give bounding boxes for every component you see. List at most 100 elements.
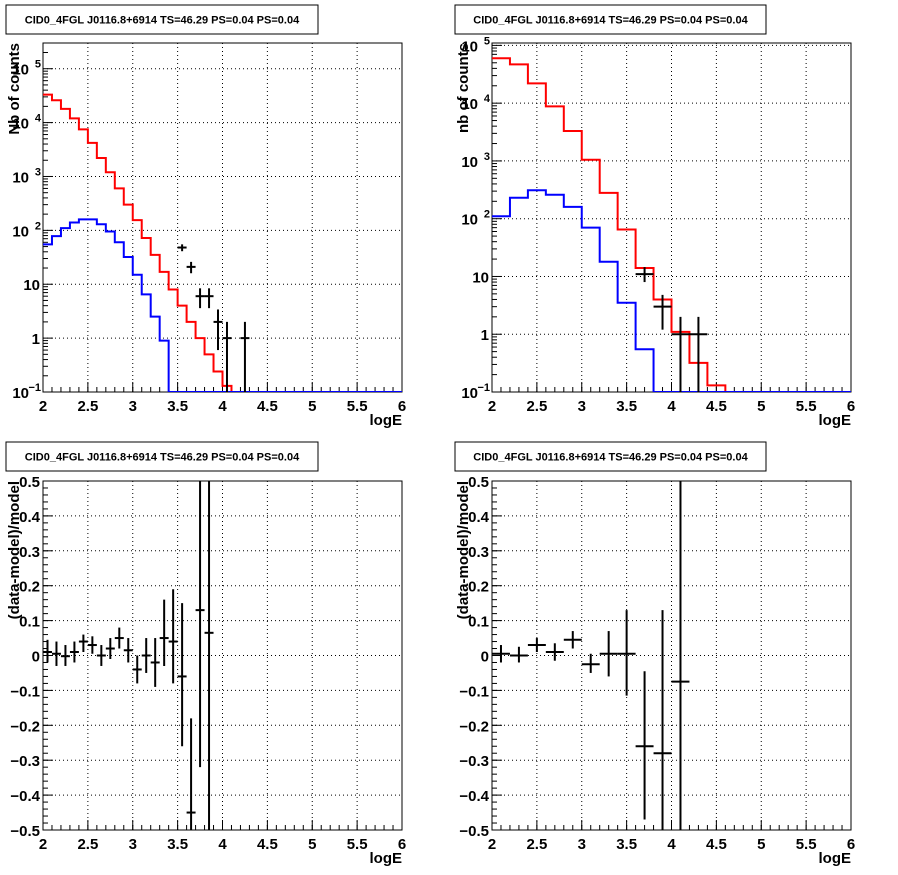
data-point xyxy=(635,671,654,820)
data-point xyxy=(43,639,52,663)
y-tick-label: 10 xyxy=(461,154,478,171)
data-point xyxy=(195,288,205,309)
x-tick-label: 4 xyxy=(667,398,676,415)
y-tick-label: 0.1 xyxy=(468,614,489,631)
chart-title: CID0_4FGL J0116.8+6914 TS=46.29 PS=0.04 … xyxy=(473,15,748,27)
x-tick-label: 6 xyxy=(398,398,406,415)
x-tick-label: 5.5 xyxy=(347,836,368,853)
y-tick-label: −0.3 xyxy=(10,753,40,770)
data-point xyxy=(78,634,88,653)
y-tick-label: 10 xyxy=(472,269,489,286)
y-tick-label: 10 xyxy=(461,385,478,402)
y-tick-label: 10 xyxy=(461,212,478,229)
chart-panel-1: CID0_4FGL J0116.8+6914 TS=46.29 PS=0.04 … xyxy=(5,4,406,429)
x-tick-label: 6 xyxy=(398,836,406,853)
y-tick-exponent: −1 xyxy=(28,382,41,394)
y-tick-label: 1 xyxy=(481,327,489,344)
data-point xyxy=(671,481,690,830)
y-tick-exponent: 4 xyxy=(484,93,491,105)
y-tick-label: 0.4 xyxy=(468,509,490,526)
x-tick-label: 5 xyxy=(757,398,765,415)
data-point xyxy=(545,643,564,661)
data-point xyxy=(105,638,115,659)
x-tick-label: 4.5 xyxy=(706,836,727,853)
data-point xyxy=(132,655,142,684)
y-tick-label: 10 xyxy=(461,38,478,55)
data-point xyxy=(563,631,582,649)
title-box xyxy=(454,441,767,472)
data-point xyxy=(114,627,124,649)
data-point xyxy=(635,267,654,283)
x-tick-label: 3.5 xyxy=(167,398,188,415)
y-tick-exponent: −1 xyxy=(477,382,490,394)
x-tick-label: 6 xyxy=(847,398,855,415)
y-tick-exponent: 5 xyxy=(35,59,41,71)
x-tick-label: 4 xyxy=(667,836,676,853)
data-point xyxy=(60,645,70,666)
data-point xyxy=(617,610,636,696)
data-point xyxy=(671,316,690,392)
y-tick-label: −0.1 xyxy=(10,683,40,700)
y-axis-label: (data-model)/model xyxy=(6,481,23,619)
data-point xyxy=(177,244,187,252)
y-tick-label: −0.2 xyxy=(459,718,489,735)
y-tick-exponent: 4 xyxy=(35,113,42,125)
y-axis-label: (data-model)/model xyxy=(455,481,472,619)
y-axis-label: nb of counts xyxy=(455,43,472,133)
data-point xyxy=(509,646,528,663)
y-tick-label: −0.2 xyxy=(10,718,40,735)
data-point xyxy=(222,321,232,392)
x-tick-label: 2.5 xyxy=(77,398,98,415)
data-point xyxy=(527,638,546,653)
y-tick-label: −0.5 xyxy=(459,823,489,840)
y-tick-label: 0.3 xyxy=(19,544,40,561)
chart-panel-4: CID0_4FGL J0116.8+6914 TS=46.29 PS=0.04 … xyxy=(454,441,855,867)
chart-title: CID0_4FGL J0116.8+6914 TS=46.29 PS=0.04 … xyxy=(25,15,300,27)
y-tick-label: 1 xyxy=(32,331,40,348)
data-point xyxy=(492,645,510,663)
y-tick-label: −0.3 xyxy=(459,753,489,770)
y-tick-label: 0.5 xyxy=(468,474,489,491)
data-point xyxy=(123,638,133,663)
data-point xyxy=(213,309,223,351)
data-point xyxy=(51,641,61,666)
x-tick-label: 4 xyxy=(218,398,227,415)
data-point xyxy=(87,636,97,654)
data-point xyxy=(69,641,79,663)
chart-panel-2: CID0_4FGL J0116.8+6914 TS=46.29 PS=0.04 … xyxy=(454,4,855,429)
data-point xyxy=(240,321,250,392)
y-tick-label: 10 xyxy=(12,62,29,79)
chart-panel-3: CID0_4FGL J0116.8+6914 TS=46.29 PS=0.04 … xyxy=(5,441,406,867)
data-point xyxy=(177,603,187,747)
data-point xyxy=(581,653,600,673)
y-tick-label: 10 xyxy=(12,116,29,133)
y-tick-label: 0.5 xyxy=(19,474,40,491)
plot-area xyxy=(492,57,851,392)
x-tick-label: 2 xyxy=(39,398,47,415)
chart-title: CID0_4FGL J0116.8+6914 TS=46.29 PS=0.04 … xyxy=(25,452,300,464)
y-tick-label: −0.4 xyxy=(10,788,40,805)
x-tick-label: 2 xyxy=(488,836,496,853)
x-tick-label: 5 xyxy=(757,836,765,853)
y-tick-label: −0.5 xyxy=(10,823,40,840)
chart-title: CID0_4FGL J0116.8+6914 TS=46.29 PS=0.04 … xyxy=(473,452,748,464)
y-tick-label: 0 xyxy=(481,649,489,666)
x-tick-label: 5.5 xyxy=(347,398,368,415)
x-tick-label: 5.5 xyxy=(796,836,817,853)
x-axis-label: logE xyxy=(370,850,403,867)
data-point xyxy=(653,610,672,830)
plot-area xyxy=(492,481,690,830)
plot-frame xyxy=(491,480,852,831)
histogram-series-red xyxy=(43,93,402,392)
title-box xyxy=(5,441,319,472)
x-tick-label: 3 xyxy=(129,836,137,853)
data-point xyxy=(168,589,178,684)
y-tick-exponent: 3 xyxy=(484,151,490,163)
histogram-series-blue xyxy=(43,218,402,392)
x-tick-label: 3.5 xyxy=(167,836,188,853)
y-tick-exponent: 2 xyxy=(35,220,41,232)
y-tick-label: 10 xyxy=(23,277,40,294)
x-tick-label: 2 xyxy=(39,836,47,853)
x-tick-label: 3 xyxy=(578,836,586,853)
